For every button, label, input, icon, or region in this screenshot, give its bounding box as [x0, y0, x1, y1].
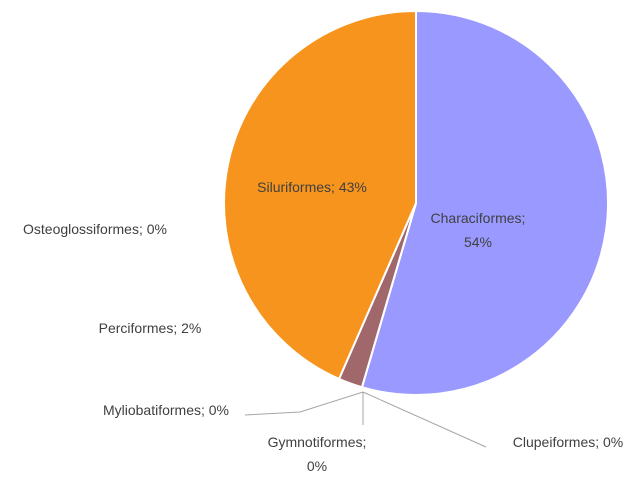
data-label: Myliobatiformes; 0%: [102, 402, 230, 418]
data-label: Gymnotiformes; 0%: [267, 434, 367, 474]
leader-line: [244, 391, 364, 416]
data-label: Siluriformes; 43%: [257, 179, 367, 195]
data-label: Osteoglossiformes; 0%: [23, 221, 167, 237]
data-label: Characiformes; 54%: [430, 210, 526, 250]
pie-slice: [223, 9, 417, 381]
leader-line: [362, 391, 487, 448]
data-label: Perciformes; 2%: [98, 320, 202, 336]
slices: [223, 9, 609, 396]
data-label: Clupeiformes; 0%: [512, 434, 624, 450]
pie-slice: [360, 9, 609, 396]
